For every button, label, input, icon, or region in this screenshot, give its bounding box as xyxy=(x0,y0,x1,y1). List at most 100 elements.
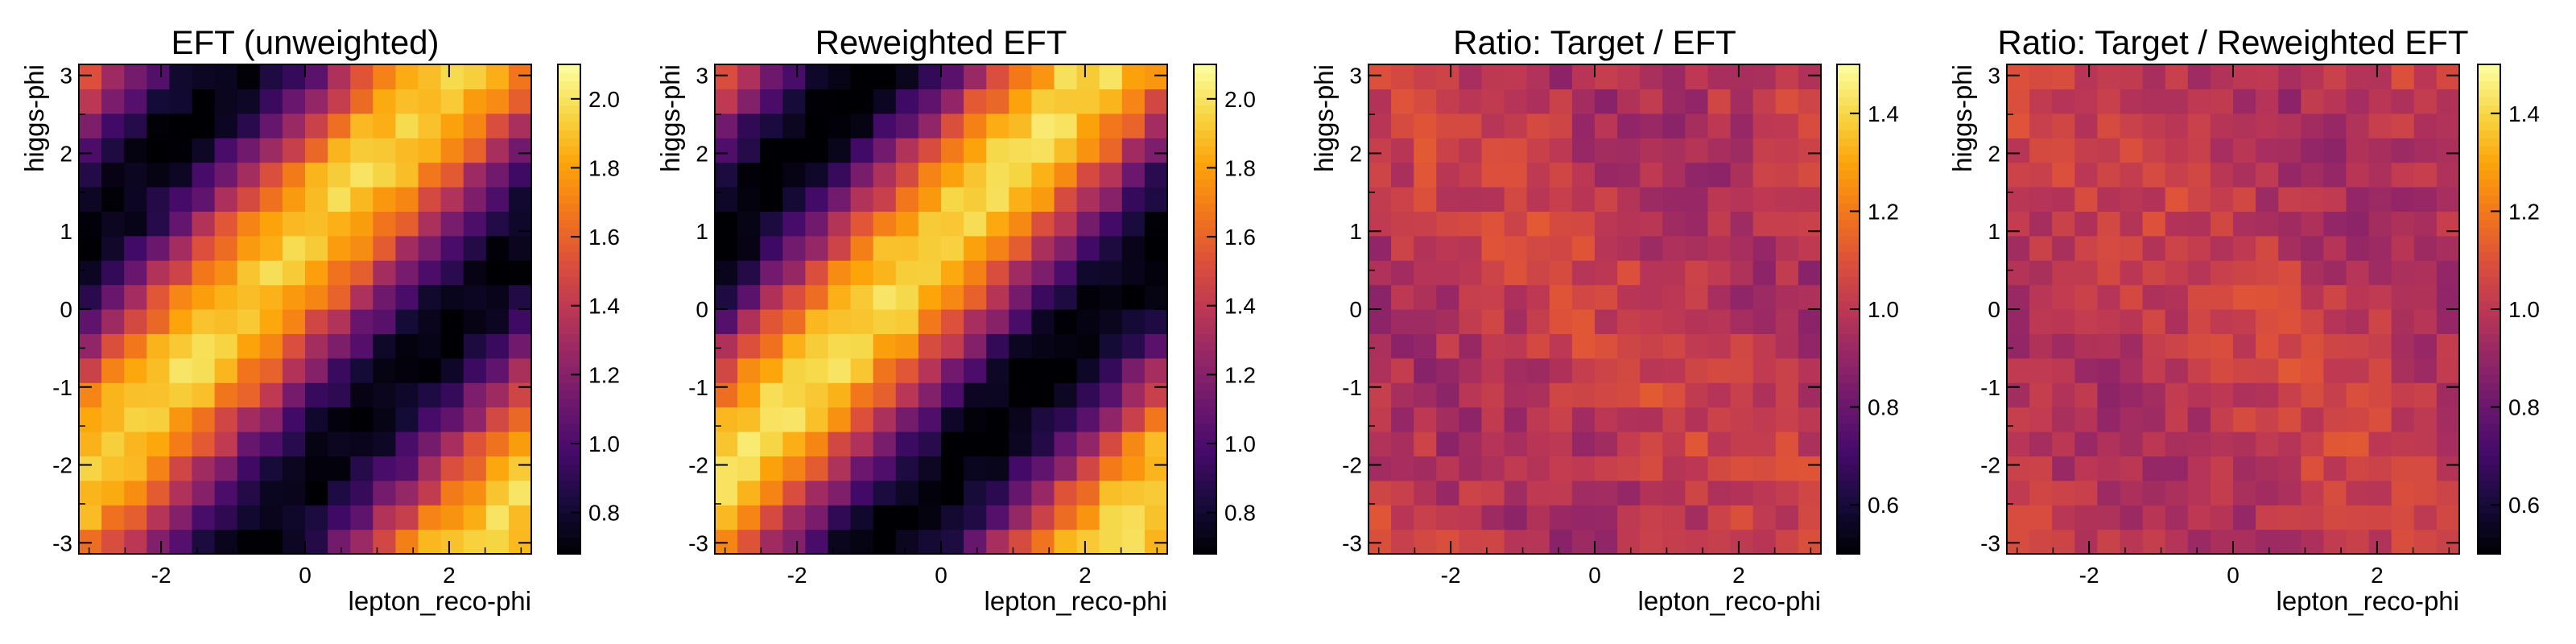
colorbar-tick-label: 1.8 xyxy=(1224,155,1256,180)
colorbar-step xyxy=(1837,513,1860,522)
heatmap-cell xyxy=(305,138,328,163)
heatmap-cell xyxy=(1549,187,1573,212)
heatmap-cell xyxy=(418,529,442,555)
heatmap-cell xyxy=(964,480,987,506)
heatmap-cell xyxy=(1730,187,1754,212)
heatmap-cell xyxy=(101,64,125,89)
heatmap-cell xyxy=(147,431,170,456)
y-tick-label: 1 xyxy=(1349,219,1362,244)
heatmap-cell xyxy=(2368,89,2392,114)
heatmap-cell xyxy=(2233,113,2256,138)
heatmap-cell xyxy=(395,64,419,89)
heatmap-cell xyxy=(2436,480,2460,506)
heatmap-cell xyxy=(2142,89,2166,114)
heatmap-cell xyxy=(1504,505,1528,530)
colorbar-step xyxy=(2478,121,2500,130)
heatmap-cell xyxy=(1121,357,1146,383)
heatmap-cell xyxy=(2052,235,2075,261)
colorbar-tick-label: 1.4 xyxy=(1868,101,1899,126)
heatmap-cell xyxy=(1798,407,1822,432)
heatmap-cell xyxy=(2391,456,2415,481)
heatmap-cell xyxy=(1730,284,1754,310)
heatmap-cell xyxy=(873,211,897,237)
heatmap-cell xyxy=(1640,187,1663,212)
heatmap-cell xyxy=(850,260,874,286)
colorbar-step xyxy=(1837,113,1860,122)
heatmap-cell xyxy=(1730,505,1754,530)
heatmap-cell xyxy=(782,407,806,432)
heatmap-cell xyxy=(1640,113,1663,138)
heatmap-cell xyxy=(328,357,351,383)
heatmap-cell xyxy=(1775,260,1799,286)
heatmap-cell xyxy=(328,333,351,359)
heatmap-cell xyxy=(1144,260,1168,286)
heatmap-cell xyxy=(101,138,125,163)
heatmap-cell xyxy=(147,382,170,408)
heatmap-cell xyxy=(1685,480,1709,506)
heatmap-cell xyxy=(2187,260,2211,286)
heatmap-cell xyxy=(1798,529,1822,555)
heatmap-cell xyxy=(1504,309,1528,334)
heatmap-cell xyxy=(1707,431,1732,456)
heatmap-cell xyxy=(2346,333,2370,359)
heatmap-cell xyxy=(1662,357,1686,383)
heatmap-cell xyxy=(737,529,761,555)
heatmap-cell xyxy=(2256,235,2279,261)
heatmap-cell xyxy=(282,456,306,481)
heatmap-cell xyxy=(1640,260,1663,286)
heatmap-cell xyxy=(463,431,487,456)
heatmap-cell xyxy=(2187,113,2211,138)
heatmap-cell xyxy=(1144,505,1168,530)
heatmap-cell xyxy=(463,211,487,237)
heatmap-cell xyxy=(2368,211,2392,237)
heatmap-cell xyxy=(918,382,942,408)
heatmap-cell xyxy=(395,187,419,212)
heatmap-cell xyxy=(192,211,216,237)
heatmap-cell xyxy=(1707,309,1732,334)
heatmap-cell xyxy=(2301,357,2324,383)
heatmap-cell xyxy=(2346,456,2370,481)
heatmap-cell xyxy=(79,456,102,481)
heatmap-cell xyxy=(440,260,464,286)
heatmap-cell xyxy=(2029,505,2053,530)
heatmap-cell xyxy=(782,235,806,261)
heatmap-cell xyxy=(828,382,852,408)
colorbar-step xyxy=(2478,80,2500,89)
colorbar-step xyxy=(2478,415,2500,424)
heatmap-cell xyxy=(305,407,328,432)
heatmap-cell xyxy=(1595,235,1618,261)
colorbar-step xyxy=(2478,178,2500,188)
heatmap-cell xyxy=(440,284,464,310)
heatmap-cell xyxy=(169,480,193,506)
heatmap-cell xyxy=(2210,260,2234,286)
heatmap-cell xyxy=(2165,382,2189,408)
heatmap-cell xyxy=(1436,211,1459,237)
heatmap-cell xyxy=(440,64,464,89)
heatmap-cell xyxy=(440,382,464,408)
colorbar: 0.81.01.21.41.61.82.0 xyxy=(1193,64,1256,555)
heatmap-cell xyxy=(828,431,852,456)
heatmap-cell xyxy=(2436,284,2460,310)
heatmap-cell xyxy=(782,64,806,89)
heatmap-cell xyxy=(2233,89,2256,114)
heatmap-cell xyxy=(1685,309,1709,334)
heatmap-cell xyxy=(1571,260,1596,286)
heatmap-cell xyxy=(508,407,532,432)
colorbar-step xyxy=(1194,513,1216,522)
heatmap-cell xyxy=(169,456,193,481)
heatmap-cell xyxy=(964,162,987,188)
heatmap-cell xyxy=(1076,529,1100,555)
heatmap-cell xyxy=(2187,162,2211,188)
heatmap-cell xyxy=(1121,235,1146,261)
heatmap-cell xyxy=(508,456,532,481)
heatmap-cell xyxy=(2278,357,2301,383)
heatmap-cell xyxy=(2052,64,2075,89)
heatmap-cell xyxy=(485,113,510,138)
colorbar-step xyxy=(1194,431,1216,440)
heatmap-cell xyxy=(282,357,306,383)
heatmap-cell xyxy=(805,235,829,261)
heatmap-cell xyxy=(124,211,147,237)
colorbar-step xyxy=(2478,72,2500,81)
y-tick-label: -2 xyxy=(1980,453,2000,478)
heatmap-cell xyxy=(2256,138,2279,163)
